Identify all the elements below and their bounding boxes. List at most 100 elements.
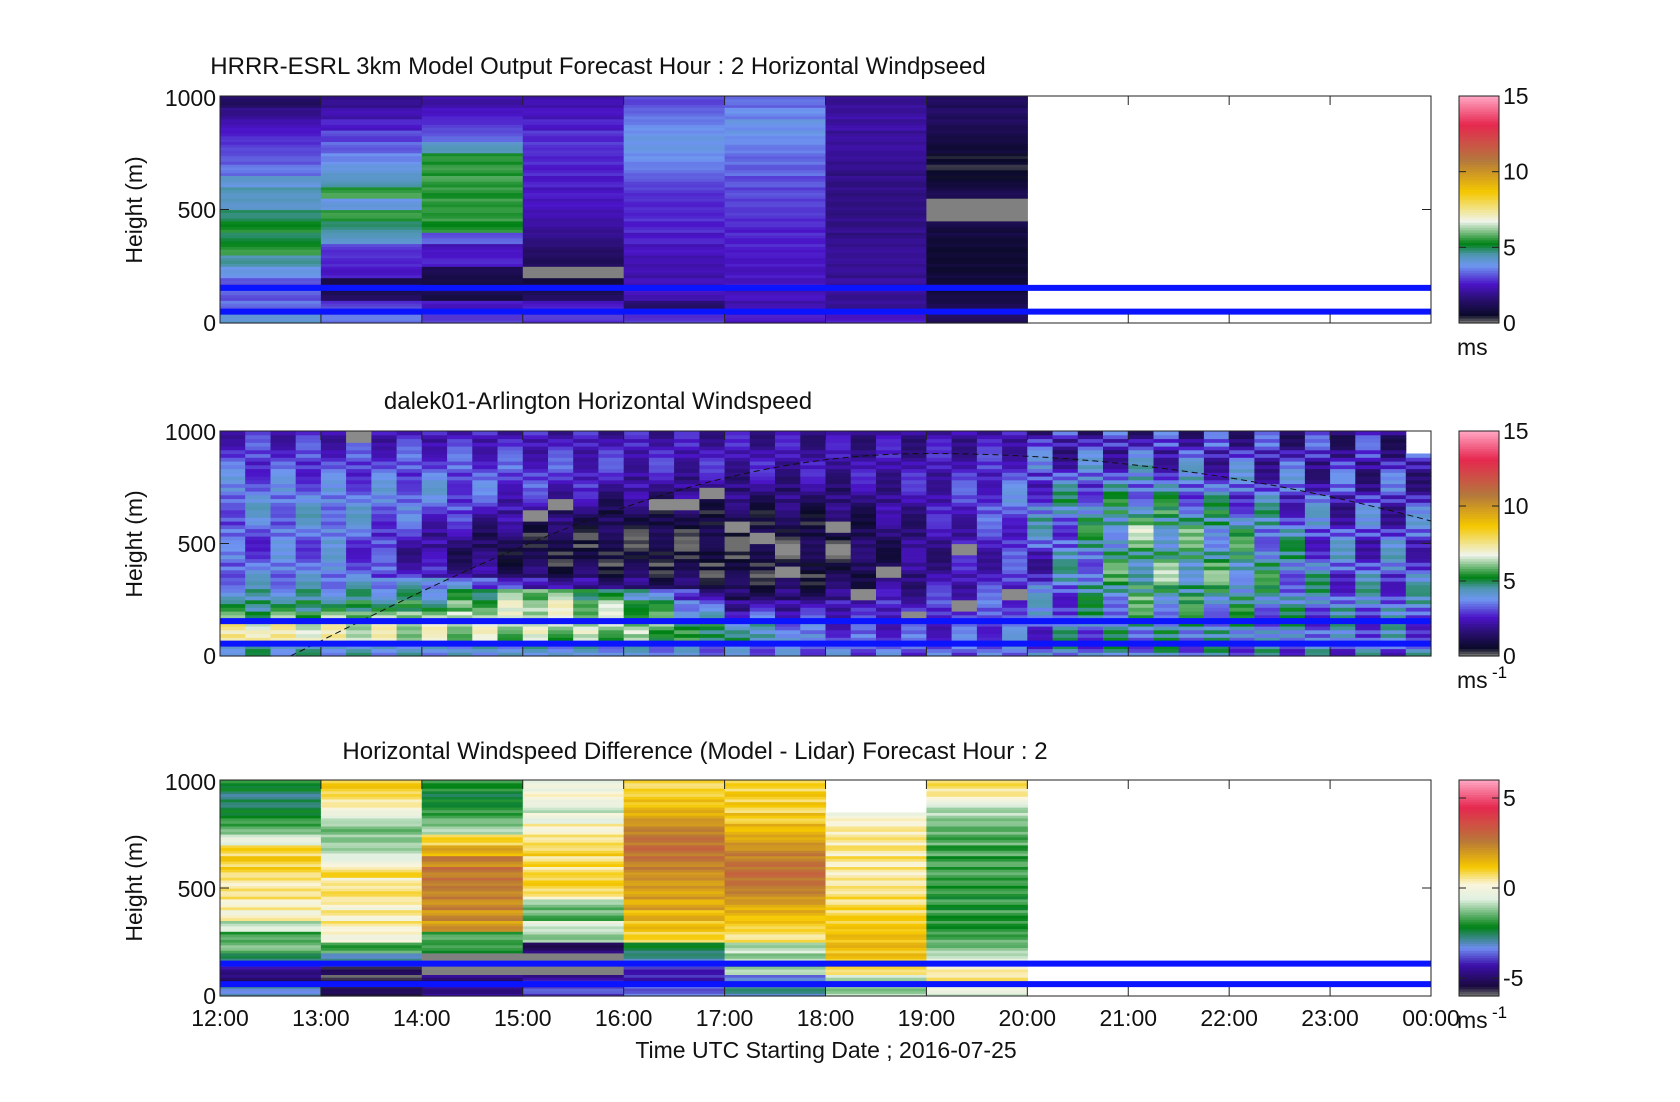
heatmap-cell (800, 577, 827, 582)
heatmap-cell (623, 888, 726, 892)
heatmap-cell (421, 189, 524, 193)
heatmap-cell (724, 260, 827, 264)
heatmap-cell (497, 551, 524, 556)
heatmap-cell (522, 135, 625, 140)
heatmap-cell (421, 842, 524, 846)
heatmap-cell (800, 603, 827, 608)
heatmap-cell (1153, 554, 1180, 560)
heatmap-cell (1178, 524, 1205, 530)
heatmap-cell (825, 195, 927, 199)
heatmap-cell (320, 901, 423, 905)
heatmap-cell (1128, 472, 1155, 477)
heatmap-cell (472, 554, 499, 560)
heatmap-cell (1103, 442, 1129, 447)
heatmap-cell (825, 483, 852, 488)
heatmap-cell (926, 898, 1028, 903)
heatmap-cell (1229, 592, 1255, 597)
heatmap-cell (976, 536, 1003, 541)
heatmap-cell (1027, 524, 1054, 530)
colorbar-segment (1459, 486, 1499, 490)
heatmap-cell (522, 132, 625, 137)
heatmap-cell (522, 614, 549, 620)
heatmap-cell (548, 528, 574, 533)
heatmap-cell (926, 906, 1028, 911)
heatmap-cell (421, 904, 524, 908)
heatmap-cell (825, 229, 927, 233)
heatmap-cell (1380, 581, 1407, 586)
heatmap-cell (220, 796, 322, 800)
heatmap-cell (1380, 536, 1407, 541)
heatmap-cell (749, 536, 776, 541)
heatmap-cell (648, 599, 675, 605)
heatmap-cell (724, 855, 827, 859)
colorbar-tick-label: 15 (1503, 418, 1529, 444)
heatmap-cell (220, 517, 246, 522)
heatmap-cell (825, 592, 852, 597)
heatmap-cell (220, 442, 246, 447)
heatmap-cell (421, 186, 524, 191)
heatmap-cell (825, 825, 927, 830)
heatmap-cell (926, 562, 953, 567)
heatmap-cell (1077, 566, 1104, 571)
colorbar-segment (1459, 626, 1499, 630)
heatmap-cell (320, 915, 423, 919)
heatmap-cell (976, 611, 1003, 616)
heatmap-cell (623, 554, 650, 560)
heatmap-cell (573, 554, 599, 560)
heatmap-cell (320, 912, 423, 916)
heatmap-cell (1254, 644, 1281, 650)
heatmap-cell (522, 969, 625, 973)
heatmap-cell (472, 599, 499, 605)
heatmap-cell (623, 280, 726, 284)
heatmap-cell (447, 633, 473, 638)
heatmap-cell (1304, 528, 1331, 533)
heatmap-cell (951, 626, 978, 631)
heatmap-cell (598, 457, 625, 462)
heatmap-cell (623, 195, 726, 199)
heatmap-cell (522, 240, 625, 245)
heatmap-cell (775, 626, 801, 631)
heatmap-cell (472, 562, 499, 567)
heatmap-cell (220, 226, 322, 230)
heatmap-cell (548, 648, 574, 653)
heatmap-cell (926, 254, 1028, 259)
heatmap-cell (522, 831, 625, 835)
heatmap-cell (648, 648, 675, 653)
colorbar-segment (1459, 186, 1499, 190)
heatmap-cell (320, 871, 423, 876)
heatmap-cell (421, 836, 524, 840)
heatmap-cell (901, 502, 927, 507)
heatmap-cell (1229, 584, 1255, 590)
heatmap-cell (1279, 566, 1306, 571)
heatmap-cell (220, 260, 322, 264)
heatmap-cell (270, 491, 297, 496)
heatmap-cell (548, 472, 574, 477)
heatmap-cell (1304, 566, 1331, 571)
heatmap-cell (320, 320, 423, 324)
heatmap-cell (522, 987, 625, 992)
heatmap-cell (598, 611, 625, 616)
heatmap-cell (1279, 468, 1306, 473)
heatmap-cell (220, 431, 246, 436)
heatmap-cell (623, 842, 726, 846)
heatmap-cell (926, 483, 953, 488)
heatmap-cell (220, 842, 322, 846)
heatmap-cell (724, 807, 827, 811)
heatmap-cell (548, 592, 574, 597)
heatmap-cell (1178, 479, 1205, 485)
heatmap-cell (775, 446, 801, 451)
heatmap-cell (1304, 487, 1331, 492)
heatmap-cell (926, 847, 1028, 851)
heatmap-cell (825, 144, 927, 148)
heatmap-cell (396, 614, 423, 620)
heatmap-cell (573, 637, 599, 642)
heatmap-cell (623, 468, 650, 473)
heatmap-cell (724, 554, 751, 560)
heatmap-cell (901, 487, 927, 492)
heatmap-cell (320, 562, 347, 567)
heatmap-cell (1002, 611, 1028, 616)
heatmap-cell (1304, 554, 1331, 560)
heatmap-cell (421, 599, 448, 605)
heatmap-cell (850, 472, 877, 477)
heatmap-cell (623, 969, 726, 973)
